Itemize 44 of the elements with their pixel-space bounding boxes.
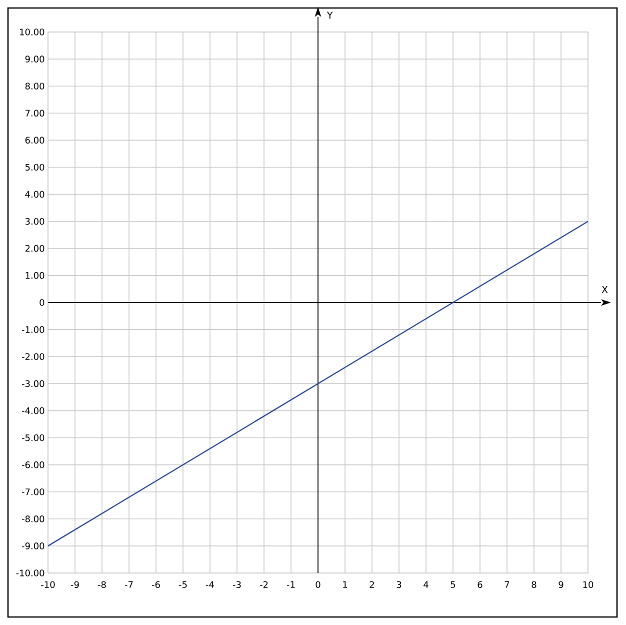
x-tick-label: 1 [343,581,348,588]
y-tick-label: -3.00 [22,380,44,388]
y-tick-label: 10.00 [20,28,44,36]
x-tick-label: -1 [286,581,295,588]
y-tick-label: 1.00 [26,272,44,279]
x-axis-title: X [602,286,608,293]
y-tick-label: 7.00 [26,110,44,117]
y-tick-label: -10.00 [16,570,44,576]
x-tick-label: 7 [504,581,510,588]
y-tick-label: 3.00 [25,218,44,225]
x-tick-label: 3 [396,581,402,588]
y-tick-label: -6.00 [22,461,44,468]
y-tick-label: 0 [40,299,44,306]
x-tick-label: 10 [583,581,594,588]
x-tick-label: -2 [260,581,268,588]
x-tick-label: -10 [41,581,55,588]
x-tick-label: -6 [152,581,160,588]
y-tick-label: 5.00 [25,164,44,171]
y-axis-title: Y [326,12,333,19]
x-tick-label: 0 [316,581,320,588]
x-tick-label: 6 [478,581,482,588]
y-tick-label: 2.00 [25,244,44,252]
x-tick-label: -9 [70,581,79,588]
y-tick-label: 4.00 [25,190,44,198]
x-tick-label: -7 [124,581,133,588]
x-tick-label: 5 [450,581,456,588]
y-tick-label: 9.00 [25,56,44,62]
y-tick-label: -1.00 [22,326,44,333]
x-tick-label: -4 [206,581,214,588]
y-tick-label: -9.00 [22,542,44,550]
y-tick-label: -8.00 [22,515,44,522]
y-tick-label: 8.00 [25,82,44,90]
y-tick-label: -4.00 [22,407,44,414]
x-tick-label: -3 [232,581,241,588]
x-tick-label: 4 [424,581,428,588]
y-tick-label: -5.00 [22,434,44,442]
x-tick-label: -5 [178,581,187,588]
y-tick-label: -7.00 [22,488,44,496]
x-tick-label: 2 [370,581,374,588]
x-tick-label: 9 [558,581,564,588]
x-tick-label: -8 [98,581,106,588]
y-tick-label: 6.00 [25,136,44,144]
x-tick-label: 8 [532,581,536,588]
y-tick-label: -2.00 [22,353,44,360]
